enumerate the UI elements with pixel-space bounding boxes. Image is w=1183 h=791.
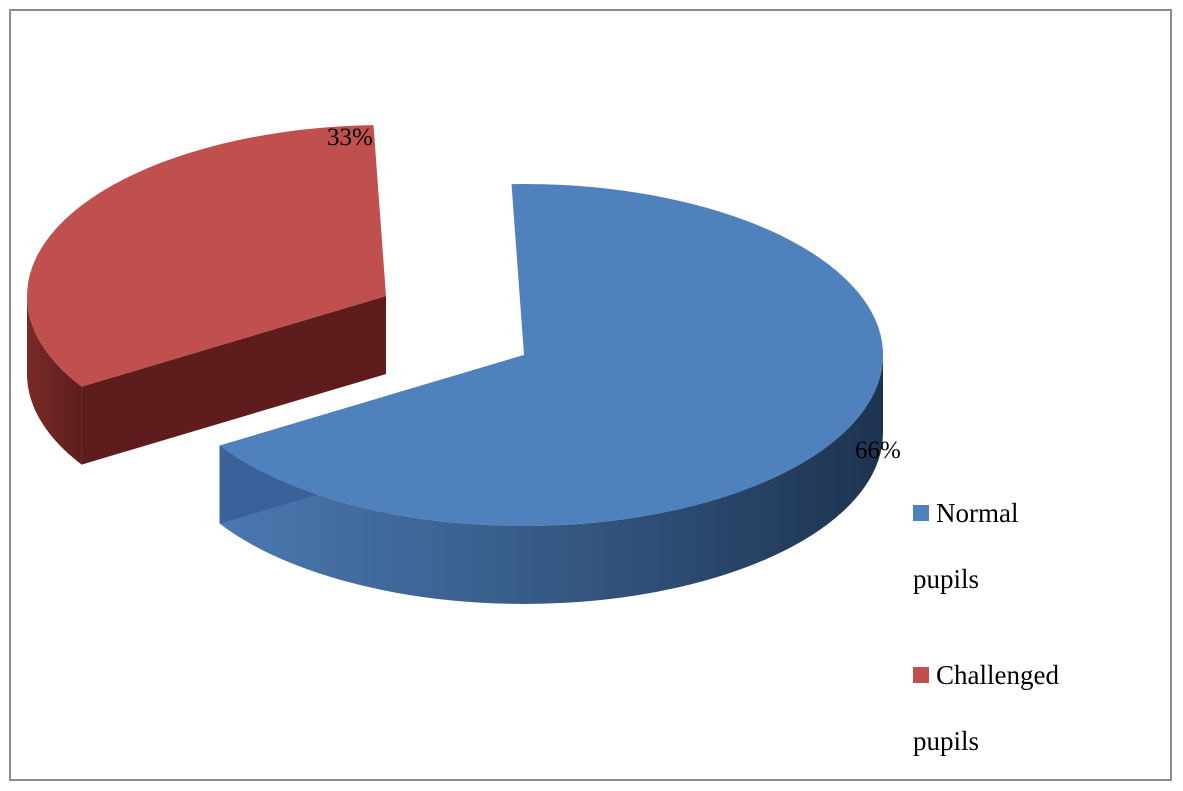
slice-challenged-pupils	[27, 125, 386, 387]
legend-swatch-challenged	[913, 667, 929, 683]
slice-challenged-rim	[27, 296, 82, 465]
legend-label-challenged-line2: pupils	[913, 726, 980, 756]
legend-item-challenged-pupils: Challenged pupils	[913, 660, 1113, 756]
data-label-challenged: 33%	[327, 124, 373, 151]
legend-swatch-normal	[913, 505, 929, 521]
legend-label-challenged: Challenged	[936, 660, 1059, 690]
slice-normal-pupils	[219, 183, 884, 526]
data-label-normal: 66%	[855, 437, 901, 464]
legend-label-normal: Normal	[936, 498, 1019, 528]
legend: Normal pupils Challenged pupils	[913, 498, 1113, 756]
legend-item-normal-pupils: Normal pupils	[913, 498, 1113, 594]
legend-label-normal-line2: pupils	[913, 564, 980, 594]
slice-normal-rim	[219, 355, 884, 604]
slice-challenged-side-start	[81, 296, 386, 465]
